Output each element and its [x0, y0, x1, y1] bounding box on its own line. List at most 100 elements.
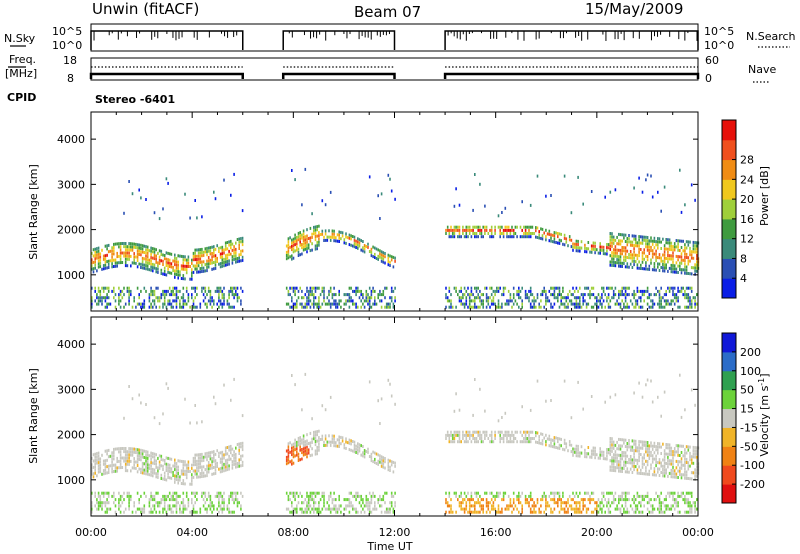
velocity-cell [362, 501, 364, 505]
velocity-cell [301, 507, 303, 511]
power-cell [657, 302, 659, 306]
power-cell [172, 259, 174, 263]
power-cell [680, 286, 683, 290]
velocity-cell [358, 501, 361, 505]
velocity-cell [684, 498, 686, 502]
velocity-cell [465, 501, 468, 505]
power-cell [175, 289, 178, 293]
velocity-cell [130, 469, 132, 473]
velocity-cell [448, 510, 451, 514]
velocity-cell [209, 507, 212, 511]
velocity-cell [228, 510, 230, 514]
velocity-cell [475, 430, 478, 434]
power-cell [223, 296, 225, 300]
velocity-cell [592, 446, 595, 450]
velocity-cell [194, 453, 196, 457]
power-cell [536, 226, 539, 230]
power-cell [511, 228, 513, 232]
power-cell [111, 262, 113, 266]
velocity-cell [638, 455, 640, 459]
power-cell [467, 235, 469, 239]
velocity-cell [614, 459, 617, 463]
power-cell [548, 232, 551, 236]
power-cell [238, 253, 240, 257]
power-cell [101, 248, 103, 252]
power-cell [579, 305, 581, 309]
velocity-cell [535, 440, 537, 444]
power-cell [191, 274, 193, 278]
power-cell [219, 265, 222, 269]
velocity-cell [628, 510, 630, 514]
power-cell [694, 296, 696, 300]
power-cell [575, 302, 578, 306]
power-cell [657, 243, 659, 247]
velocity-cell [111, 451, 113, 455]
power-cell [168, 252, 171, 256]
velocity-cell [368, 455, 371, 458]
velocity-cell [650, 444, 652, 448]
power-cell [128, 296, 130, 300]
velocity-cell [101, 501, 103, 505]
power-cell [292, 250, 295, 254]
velocity-cell [221, 498, 224, 502]
power-cell [607, 243, 610, 247]
power-cell [646, 258, 649, 262]
velocity-cell [650, 498, 652, 502]
velocity-cell [175, 465, 178, 469]
velocity-cell [294, 438, 296, 442]
velocity-cell [91, 463, 93, 467]
velocity-cell [233, 498, 235, 502]
power-cell [645, 264, 647, 268]
velocity-cell [119, 459, 122, 463]
velocity-cell [689, 455, 691, 459]
velocity-cell [101, 507, 103, 511]
velocity-cell [645, 459, 647, 463]
power-cell [331, 229, 334, 233]
velocity-cell [631, 458, 634, 462]
power-cell [529, 232, 532, 235]
power-cell [680, 261, 683, 265]
velocity-cell [226, 458, 229, 462]
velocity-cell [648, 447, 651, 451]
velocity-cell [623, 438, 625, 442]
power-cell [236, 299, 239, 303]
power-cell [128, 302, 130, 306]
power-cell [675, 296, 678, 300]
velocity-cell [226, 452, 229, 456]
power-cell [550, 293, 552, 297]
power-cell [482, 302, 484, 306]
freq-tick-bottom: 8 [67, 72, 74, 85]
power-cell [350, 286, 352, 290]
velocity-cell [663, 461, 666, 465]
velocity-cell [623, 507, 625, 511]
velocity-cell [579, 501, 581, 505]
velocity-cell [235, 494, 237, 498]
velocity-cell [182, 501, 185, 505]
velocity-cell [187, 504, 190, 508]
velocity-cell [145, 456, 147, 460]
power-cell [224, 247, 227, 251]
power-cell [602, 289, 605, 293]
power-cell [536, 174, 539, 178]
velocity-cell [94, 462, 96, 466]
velocity-cell [140, 507, 142, 511]
velocity-cell [463, 440, 466, 444]
velocity-cell [474, 507, 476, 511]
velocity-cell [567, 501, 569, 505]
velocity-cell [465, 494, 468, 498]
power-cell [297, 296, 300, 300]
power-cell [492, 302, 495, 306]
power-cell [455, 289, 457, 293]
power-cell [684, 262, 686, 266]
power-cell [684, 268, 686, 272]
velocity-cell [658, 474, 661, 477]
power-cell [124, 254, 127, 258]
power-cell [131, 192, 134, 196]
velocity-cell [609, 504, 612, 508]
power-cell [623, 255, 625, 259]
power-cell [470, 289, 473, 293]
velocity-cell [490, 498, 493, 502]
power-cell [353, 238, 356, 242]
power-cell [235, 254, 237, 258]
power-cell [463, 235, 466, 239]
